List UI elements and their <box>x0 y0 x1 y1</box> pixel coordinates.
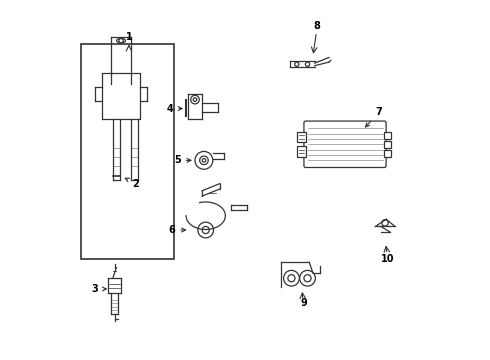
Ellipse shape <box>117 39 125 43</box>
Bar <box>384 141 392 148</box>
Circle shape <box>305 62 310 66</box>
Circle shape <box>284 270 299 286</box>
Text: 6: 6 <box>169 225 186 235</box>
Circle shape <box>202 226 209 234</box>
Circle shape <box>193 98 197 102</box>
Text: 7: 7 <box>366 107 382 127</box>
Circle shape <box>198 222 214 238</box>
Circle shape <box>202 158 206 162</box>
Text: 3: 3 <box>92 284 106 294</box>
Text: 1: 1 <box>125 32 132 42</box>
Bar <box>81 44 173 258</box>
Circle shape <box>199 156 208 165</box>
Circle shape <box>191 95 199 104</box>
Bar <box>384 132 392 139</box>
Text: 5: 5 <box>174 156 191 165</box>
Text: 4: 4 <box>167 104 182 113</box>
Text: 10: 10 <box>381 253 394 264</box>
Bar <box>297 146 306 157</box>
Text: 2: 2 <box>125 178 139 189</box>
Text: 9: 9 <box>300 298 307 308</box>
Circle shape <box>300 270 316 286</box>
Circle shape <box>304 275 311 282</box>
FancyBboxPatch shape <box>304 121 386 167</box>
Bar <box>384 150 392 157</box>
Circle shape <box>294 62 299 66</box>
Circle shape <box>382 220 388 226</box>
Text: 8: 8 <box>313 21 320 31</box>
Circle shape <box>288 275 295 282</box>
Circle shape <box>119 39 123 43</box>
Circle shape <box>195 152 213 169</box>
Bar <box>297 132 306 143</box>
